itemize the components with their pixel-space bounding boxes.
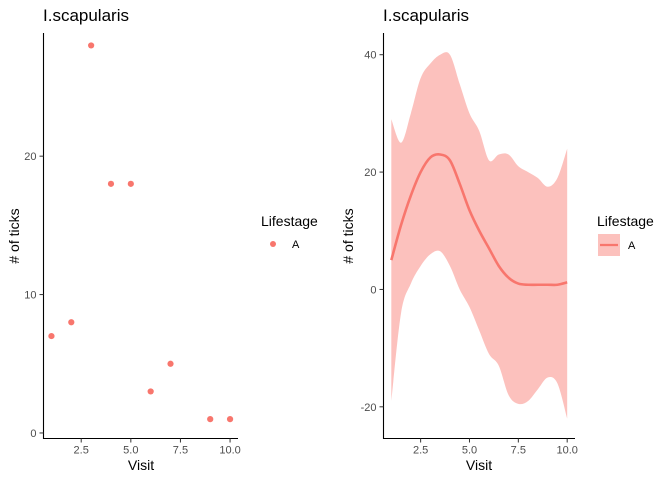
data-point xyxy=(127,180,134,187)
x-tick-label: 7.5 xyxy=(173,445,188,457)
scatter-x-ticks: 2.5 5.0 7.5 10.0 xyxy=(74,438,241,457)
y-tick-label: 40 xyxy=(364,50,376,62)
smooth-legend: Lifestage A xyxy=(597,213,654,256)
scatter-legend-label-A: A xyxy=(292,239,300,251)
x-tick-label: 2.5 xyxy=(413,445,428,457)
data-point xyxy=(226,416,234,423)
y-tick-label: 20 xyxy=(364,167,376,179)
y-tick-label: 0 xyxy=(30,428,36,440)
scatter-plot-area xyxy=(48,42,234,423)
smooth-x-ticks: 2.5 5.0 7.5 10.0 xyxy=(413,438,578,457)
y-tick-label: 20 xyxy=(24,151,36,163)
x-tick-label: 7.5 xyxy=(511,445,526,457)
smooth-x-axis-title: Visit xyxy=(466,457,492,473)
data-point xyxy=(167,360,174,367)
smooth-line-A xyxy=(390,153,568,287)
scatter-legend-key-A xyxy=(270,241,276,247)
scatter-legend-title: Lifestage xyxy=(261,213,318,229)
smooth-y-ticks: -20 0 20 40 xyxy=(361,50,384,414)
y-tick-label: 0 xyxy=(370,284,376,296)
smooth-title: I.scapularis xyxy=(383,6,469,25)
data-point xyxy=(147,388,154,395)
scatter-title: I.scapularis xyxy=(43,6,129,25)
scatter-x-axis-title: Visit xyxy=(128,457,154,473)
smooth-plot-area xyxy=(390,52,568,419)
scatter-y-axis-title: # of ticks xyxy=(6,208,22,263)
x-tick-label: 5.0 xyxy=(123,445,138,457)
scatter-panel: I.scapularis 2.5 5.0 7.5 10.0 0 10 20 Visit #… xyxy=(6,6,318,473)
y-tick-label: -20 xyxy=(361,402,377,414)
x-tick-label: 10.0 xyxy=(556,445,577,457)
data-point xyxy=(48,332,55,340)
x-tick-label: 5.0 xyxy=(462,445,477,457)
x-tick-label: 2.5 xyxy=(74,445,89,457)
confidence-band xyxy=(391,52,568,419)
smooth-panel: I.scapularis 2.5 5.0 7.5 10.0 -20 0 20 40 Visi… xyxy=(340,6,654,473)
x-tick-label: 10.0 xyxy=(219,445,240,457)
scatter-y-ticks: 0 10 20 xyxy=(24,151,44,440)
smooth-y-axis-title: # of ticks xyxy=(340,208,356,263)
data-point xyxy=(207,416,214,423)
smooth-legend-title: Lifestage xyxy=(597,213,654,229)
smooth-legend-label-A: A xyxy=(628,240,636,252)
data-point xyxy=(68,319,75,326)
y-tick-label: 10 xyxy=(24,290,36,302)
scatter-legend: Lifestage A xyxy=(261,213,318,251)
data-point xyxy=(107,180,115,187)
data-point xyxy=(88,42,95,49)
